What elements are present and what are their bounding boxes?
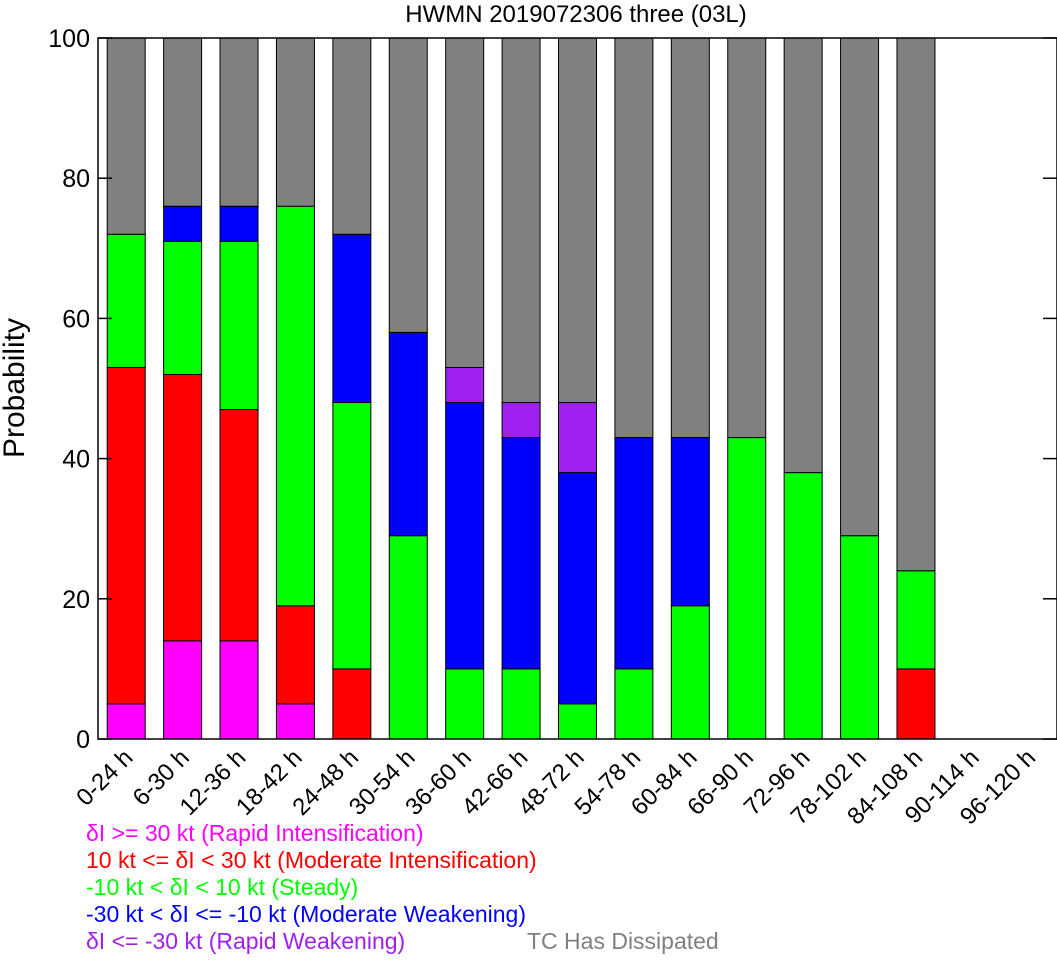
- bar-segment-12-36-h-s0: [219, 640, 259, 740]
- bar-segment-0-24-h-s2: [106, 233, 146, 368]
- bar-segment-42-66-h-s4: [501, 402, 541, 439]
- y-tick-label: 100: [48, 25, 90, 53]
- bar-segment-30-54-h-s3: [388, 331, 428, 537]
- y-tick-label: 80: [62, 165, 90, 193]
- legend-entry-moderate-weakening: -30 kt < δI <= -10 kt (Moderate Weakenin…: [86, 901, 527, 927]
- bar-segment-12-36-h-s1: [219, 409, 259, 642]
- bar-segment-48-72-h-s4: [558, 402, 597, 474]
- bar-segment-84-108-h-s2: [896, 570, 936, 670]
- bar-segment-18-42-h-s1: [275, 605, 315, 705]
- bar-segment-12-36-h-s3: [219, 205, 259, 242]
- bar-segment-12-36-h-s5: [219, 37, 259, 207]
- bar-segment-42-66-h-s3: [501, 437, 541, 670]
- bar-segment-6-30-h-s2: [163, 240, 203, 375]
- bar-segment-24-48-h-s1: [332, 668, 372, 740]
- y-axis-label: Probability: [0, 318, 31, 458]
- bar-segment-24-48-h-s5: [332, 37, 372, 235]
- legend-entry-rapid-intensification: δI >= 30 kt (Rapid Intensification): [86, 820, 424, 846]
- bar-segment-36-60-h-s3: [445, 402, 485, 670]
- bar-segment-78-102-h-s5: [840, 37, 880, 537]
- bar-segment-84-108-h-s1: [896, 668, 936, 740]
- legend-entry-dissipated: TC Has Dissipated: [527, 928, 719, 954]
- bar-segment-54-78-h-s2: [614, 668, 654, 740]
- bar-segment-6-30-h-s1: [163, 373, 203, 642]
- bar-segment-0-24-h-s0: [106, 703, 146, 740]
- bar-segment-60-84-h-s2: [670, 605, 710, 740]
- bar-segment-66-90-h-s2: [727, 437, 767, 740]
- legend-entry-steady: -10 kt < δI < 10 kt (Steady): [86, 874, 359, 900]
- bar-segment-6-30-h-s0: [163, 640, 203, 740]
- x-tick-label: 0-24 h: [71, 744, 138, 811]
- legend-entry-rapid-weakening: δI <= -30 kt (Rapid Weakening): [86, 928, 406, 954]
- bar-segment-36-60-h-s4: [445, 366, 485, 404]
- bar-segment-78-102-h-s2: [840, 535, 880, 740]
- chart-title: HWMN 2019072306 three (03L): [405, 1, 747, 28]
- bar-segment-0-24-h-s1: [106, 366, 146, 705]
- y-tick-label: 60: [62, 305, 90, 333]
- bar-segment-30-54-h-s5: [388, 37, 428, 333]
- bar-segment-18-42-h-s5: [275, 37, 315, 207]
- bar-segment-18-42-h-s2: [275, 205, 315, 607]
- y-tick-label: 0: [76, 726, 90, 754]
- bar-segment-36-60-h-s2: [445, 668, 485, 740]
- legend-entry-moderate-intensification: 10 kt <= δI < 30 kt (Moderate Intensific…: [86, 847, 537, 873]
- bar-segment-18-42-h-s0: [275, 703, 315, 740]
- bar-segment-48-72-h-s3: [558, 472, 597, 705]
- bar-segment-6-30-h-s5: [163, 37, 203, 207]
- bar-segment-42-66-h-s2: [501, 668, 541, 740]
- plot-frame: [97, 37, 1057, 740]
- bar-segment-54-78-h-s3: [614, 437, 654, 670]
- bar-segment-30-54-h-s2: [388, 535, 428, 740]
- bar-segment-42-66-h-s5: [501, 37, 541, 404]
- bar-segment-72-96-h-s5: [783, 37, 823, 474]
- bar-segment-12-36-h-s2: [219, 240, 259, 411]
- bar-segment-0-24-h-s5: [106, 37, 146, 235]
- y-tick-label: 20: [62, 586, 90, 614]
- bar-segment-60-84-h-s3: [670, 437, 710, 607]
- y-tick-label: 40: [62, 446, 90, 474]
- bar-segment-48-72-h-s2: [558, 703, 597, 740]
- bar-segment-84-108-h-s5: [896, 37, 936, 572]
- bar-segment-36-60-h-s5: [445, 37, 485, 368]
- bar-segment-6-30-h-s3: [163, 205, 203, 242]
- bar-segment-24-48-h-s2: [332, 402, 372, 670]
- bar-segment-60-84-h-s5: [670, 37, 710, 439]
- bar-segment-24-48-h-s3: [332, 233, 372, 404]
- bar-segment-72-96-h-s2: [783, 472, 823, 740]
- legend: δI >= 30 kt (Rapid Intensification) 10 k…: [86, 820, 537, 955]
- bar-segment-54-78-h-s5: [614, 37, 654, 439]
- bar-segment-66-90-h-s5: [727, 37, 767, 439]
- bars-group: [106, 37, 936, 740]
- bar-segment-48-72-h-s5: [558, 37, 597, 404]
